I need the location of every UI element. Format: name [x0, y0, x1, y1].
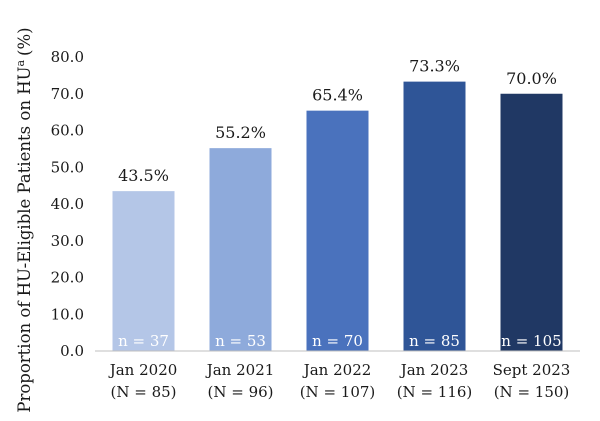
y-tick-label: 40.0 — [51, 195, 84, 213]
x-category-total-label: (N = 150) — [494, 383, 570, 401]
bar — [209, 148, 272, 351]
x-category-label: Sept 2023 — [493, 361, 571, 379]
y-tick-label: 70.0 — [51, 85, 84, 103]
bar-value-label: 43.5% — [118, 166, 169, 185]
bar-count-label: n = 85 — [409, 332, 460, 350]
y-axis-label-unit: (%) — [15, 27, 34, 56]
y-axis-label: Proportion of HU-Eligible Patients on HU — [15, 66, 34, 412]
bar — [403, 81, 466, 351]
bar-count-label: n = 53 — [215, 332, 266, 350]
y-axis-title: Proportion of HU-Eligible Patients on HU… — [14, 27, 34, 412]
x-category-total-label: (N = 116) — [397, 383, 473, 401]
x-category-label: Jan 2022 — [302, 361, 372, 379]
bar-count-label: n = 70 — [312, 332, 363, 350]
x-category-label: Jan 2023 — [399, 361, 469, 379]
x-category-total-label: (N = 96) — [207, 383, 273, 401]
bar-value-label: 70.0% — [506, 69, 557, 88]
bar — [500, 93, 563, 351]
bars: 43.5% n = 37 55.2% n = 53 65.4% n = 70 73.3% n … — [112, 57, 563, 351]
y-tick-label: 0.0 — [60, 342, 84, 360]
svg-text:Proportion of HU-Eligible Pati: Proportion of HU-Eligible Patients on HU… — [14, 27, 34, 412]
bar — [112, 191, 175, 351]
bar-count-label: n = 105 — [501, 332, 561, 350]
bar-value-label: 65.4% — [312, 86, 363, 105]
bar — [306, 110, 369, 351]
x-category-label: Jan 2021 — [205, 361, 275, 379]
bar-count-label: n = 37 — [118, 332, 169, 350]
y-tick-label: 20.0 — [51, 269, 84, 287]
bar-value-label: 73.3% — [409, 57, 460, 76]
y-tick-label: 80.0 — [51, 48, 84, 66]
y-tick-label: 60.0 — [51, 122, 84, 140]
y-axis-ticks: 0.0 10.0 20.0 30.0 40.0 50.0 60.0 70.0 80.0 — [51, 48, 84, 360]
x-axis-labels: Jan 2020 (N = 85) Jan 2021 (N = 96) Jan 2022… — [108, 361, 571, 401]
x-category-total-label: (N = 107) — [300, 383, 376, 401]
bar-value-label: 55.2% — [215, 123, 266, 142]
y-tick-label: 10.0 — [51, 305, 84, 323]
x-category-total-label: (N = 85) — [110, 383, 176, 401]
y-tick-label: 50.0 — [51, 158, 84, 176]
y-tick-label: 30.0 — [51, 232, 84, 250]
y-axis-label-superscript: a — [14, 60, 27, 67]
x-category-label: Jan 2020 — [108, 361, 178, 379]
